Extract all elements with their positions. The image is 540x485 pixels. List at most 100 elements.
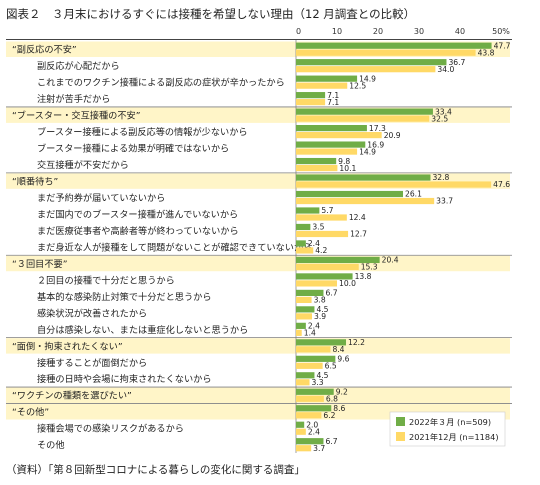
legend-swatch-march — [396, 417, 405, 426]
x-tick-label: 50% — [492, 27, 510, 36]
data-label: 5.7 — [321, 206, 333, 215]
x-tick-label: 0 — [296, 27, 301, 36]
bar-march — [296, 355, 336, 362]
data-label: 9.2 — [336, 387, 348, 396]
data-label: 1.4 — [304, 329, 316, 338]
item-label: 交互接種が不安だから — [37, 159, 129, 171]
item-label: ブースター接種による効果が明確ではないから — [37, 143, 229, 155]
item-label: 接種の日時や会場に拘束されたくないから — [37, 373, 212, 385]
legend-box — [389, 411, 506, 447]
bar-march — [296, 92, 326, 99]
data-label: 3.3 — [312, 378, 324, 387]
group-label: “順番待ち” — [12, 175, 58, 187]
item-label: まだ国内でのブースター接種が進んでいないから — [37, 208, 238, 220]
data-label: 15.3 — [361, 263, 378, 272]
bar-december — [296, 412, 322, 419]
bar-march — [296, 339, 347, 346]
item-label: 感染状況が改善されたから — [37, 307, 147, 319]
item-label: 注射が苦手だから — [37, 93, 111, 105]
bar-march — [296, 108, 433, 115]
item-label: まだ医療従事者や高齢者等が終わっていないから — [37, 225, 239, 237]
data-label: 6.5 — [325, 362, 337, 371]
data-label: 9.6 — [337, 355, 349, 364]
data-label: 32.8 — [432, 173, 449, 182]
bar-december — [296, 329, 302, 336]
group-label: “面倒・拘束されたくない” — [12, 340, 123, 352]
data-label: 6.7 — [325, 289, 337, 298]
data-label: 3.7 — [313, 444, 325, 453]
data-label: 12.2 — [348, 338, 365, 347]
bar-march — [296, 141, 366, 148]
data-label: 4.5 — [316, 371, 328, 380]
bar-december — [296, 230, 349, 238]
bar-march — [296, 388, 334, 395]
data-label: 34.0 — [437, 65, 454, 74]
bar-december — [296, 280, 337, 287]
bar-december — [296, 263, 359, 271]
group-row-background — [6, 404, 510, 420]
bar-december — [296, 362, 323, 369]
bar-march — [296, 273, 353, 280]
bar-december — [296, 379, 310, 386]
item-label: 自分は感染しない、または重症化しないと思うから — [37, 324, 248, 336]
data-label: 33.4 — [435, 107, 452, 116]
data-label: 9.8 — [338, 157, 350, 166]
data-label: 13.8 — [355, 272, 372, 281]
item-label: これまでのワクチン接種による副反応の症状が辛かったから — [37, 77, 285, 89]
bar-december — [296, 428, 306, 435]
bar-december — [296, 346, 331, 353]
item-label: 副反応が心配だから — [37, 60, 120, 72]
data-label: 20.4 — [382, 256, 399, 265]
x-tick-label: 30 — [414, 27, 424, 36]
data-label: 2.4 — [308, 239, 320, 248]
bar-march — [296, 306, 315, 313]
group-label: “副反応の不安” — [12, 44, 77, 56]
data-label: 14.9 — [359, 74, 376, 83]
data-label: 32.5 — [431, 114, 448, 123]
bar-december — [296, 313, 312, 320]
bar-march — [296, 240, 306, 247]
data-label: 8.6 — [333, 404, 345, 413]
bar-march — [296, 190, 404, 198]
data-label: 2.4 — [308, 427, 320, 436]
bar-december — [296, 148, 358, 155]
item-label: ブースター接種による副反応等の情報が少ないから — [37, 126, 248, 138]
bar-march — [296, 289, 324, 296]
bar-march — [296, 223, 311, 231]
data-label: 26.1 — [405, 190, 422, 199]
data-label: 7.1 — [327, 91, 339, 100]
data-label: 2.4 — [308, 322, 320, 331]
data-label: 16.9 — [367, 140, 384, 149]
item-label: 基本的な感染防止対策で十分だと思うから — [37, 291, 212, 303]
bar-december — [296, 99, 326, 106]
x-tick-label: 40 — [455, 27, 465, 36]
bar-december — [296, 49, 476, 56]
bar-december — [296, 214, 347, 221]
bar-december — [296, 164, 338, 172]
bar-december — [296, 395, 324, 402]
bar-march — [296, 438, 324, 445]
data-label: 2.0 — [306, 420, 318, 429]
legend-label-december: 2021年12月 (n=1184) — [409, 432, 499, 442]
item-label: 接種会場での感染リスクがあるから — [37, 423, 184, 435]
data-label: 4.2 — [315, 246, 327, 255]
data-label: 6.7 — [325, 437, 337, 446]
bar-december — [296, 115, 430, 122]
item-label: まだ予約券が届いていないから — [37, 192, 165, 204]
item-label: 接種することが面倒だから — [37, 357, 147, 369]
bar-march — [296, 322, 306, 329]
x-tick-label: 20 — [373, 27, 383, 36]
bar-march — [296, 405, 332, 412]
legend-label-march: 2022年３月 (n=509) — [409, 417, 491, 427]
data-label: 12.5 — [349, 81, 366, 90]
source-note: （資料）「第８回新型コロナによる暮らしの変化に関する調査」 — [6, 464, 305, 476]
bar-march — [296, 59, 447, 66]
bar-march — [296, 256, 380, 264]
data-label: 10.1 — [339, 164, 356, 173]
bar-march — [296, 157, 337, 165]
bar-december — [296, 445, 312, 452]
bar-march — [296, 125, 367, 132]
data-label: 10.0 — [339, 279, 356, 288]
item-label: まだ身近な人が接種をして問題がないことが確認できていないから — [37, 241, 312, 253]
